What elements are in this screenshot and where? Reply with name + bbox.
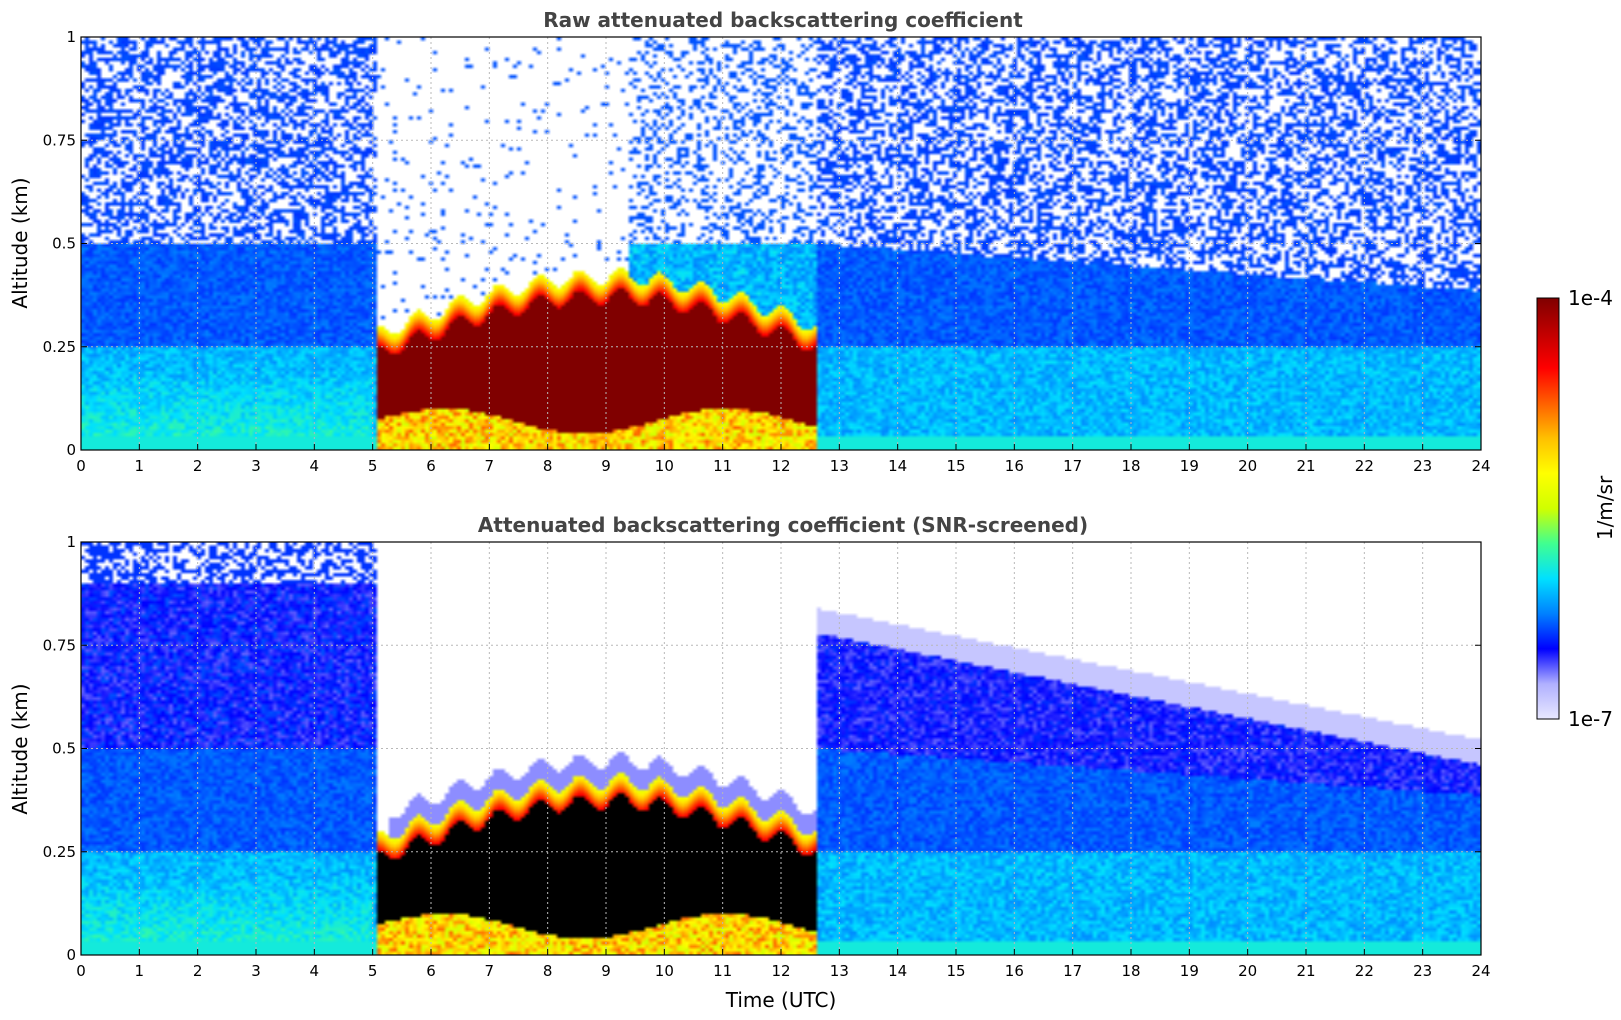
y-tick-label: 1: [66, 28, 76, 46]
x-tick-label: 5: [368, 962, 378, 980]
x-axis-ticks: 0 1 2 3 4 5 6 7 8 9 10 11 12 13 14 15 16 17 18 19 20 21 22 23 24: [76, 444, 1491, 475]
x-tick-label: 10: [655, 962, 674, 980]
x-tick-label: 19: [1180, 962, 1199, 980]
x-tick-label: 16: [1005, 962, 1024, 980]
x-tick-label: 23: [1413, 962, 1432, 980]
x-tick-label: 22: [1355, 962, 1374, 980]
x-tick-label: 14: [888, 457, 907, 475]
colorbar-bar: [1536, 297, 1560, 720]
x-tick-label: 17: [1063, 457, 1082, 475]
panel-screened: Attenuated backscattering coefficient (S…: [8, 513, 1491, 1012]
y-axis-label: Altitude (km): [8, 683, 32, 814]
x-tick-label: 2: [193, 962, 203, 980]
x-tick-label: 0: [76, 457, 86, 475]
x-tick-label: 20: [1238, 962, 1257, 980]
colorbar-max-label: 1e-4: [1568, 286, 1613, 310]
y-tick-label: 0: [66, 441, 76, 459]
x-tick-label: 18: [1121, 457, 1140, 475]
colorbar-min-label: 1e-7: [1568, 707, 1613, 731]
y-axis-ticks: 0 0.25 0.5 0.75 1: [43, 533, 1481, 964]
x-axis-label: Time (UTC): [725, 988, 837, 1012]
x-tick-label: 10: [655, 457, 674, 475]
x-tick-label: 20: [1238, 457, 1257, 475]
x-tick-label: 5: [368, 457, 378, 475]
chart-title: Raw attenuated backscattering coefficien…: [543, 8, 1023, 32]
x-tick-label: 17: [1063, 962, 1082, 980]
x-tick-label: 24: [1471, 457, 1490, 475]
x-tick-label: 9: [601, 962, 611, 980]
x-tick-label: 19: [1180, 457, 1199, 475]
x-tick-label: 3: [251, 962, 261, 980]
y-tick-label: 0.75: [43, 636, 76, 654]
y-tick-label: 1: [66, 533, 76, 551]
x-tick-label: 0: [76, 962, 86, 980]
chart-title: Attenuated backscattering coefficient (S…: [478, 513, 1088, 537]
grid-raw: [81, 37, 1481, 450]
x-tick-label: 24: [1471, 962, 1490, 980]
x-tick-label: 1: [135, 962, 145, 980]
panel-raw: Raw attenuated backscattering coefficien…: [8, 8, 1491, 475]
x-tick-label: 23: [1413, 457, 1432, 475]
x-tick-label: 21: [1296, 962, 1315, 980]
grid-screened: [81, 542, 1481, 955]
x-tick-label: 16: [1005, 457, 1024, 475]
x-tick-label: 8: [543, 962, 553, 980]
x-tick-label: 8: [543, 457, 553, 475]
x-axis-ticks: 0 1 2 3 4 5 6 7 8 9 10 11 12 13 14 15 16 17 18 19 20 21 22 23 24: [76, 949, 1491, 980]
x-tick-label: 4: [310, 962, 320, 980]
x-tick-label: 22: [1355, 457, 1374, 475]
x-tick-label: 12: [771, 962, 790, 980]
y-tick-label: 0.5: [52, 740, 76, 758]
x-tick-label: 6: [426, 962, 436, 980]
x-tick-label: 11: [713, 457, 732, 475]
x-tick-label: 13: [830, 457, 849, 475]
x-tick-label: 7: [485, 962, 495, 980]
x-tick-label: 6: [426, 457, 436, 475]
x-tick-label: 13: [830, 962, 849, 980]
colorbar-unit-label: 1/m/sr: [1593, 475, 1617, 540]
x-tick-label: 15: [946, 962, 965, 980]
x-tick-label: 4: [310, 457, 320, 475]
x-tick-label: 1: [135, 457, 145, 475]
y-tick-label: 0.25: [43, 338, 76, 356]
x-tick-label: 7: [485, 457, 495, 475]
y-tick-label: 0.75: [43, 131, 76, 149]
x-tick-label: 21: [1296, 457, 1315, 475]
y-tick-label: 0.5: [52, 235, 76, 253]
x-tick-label: 12: [771, 457, 790, 475]
y-axis-ticks: 0 0.25 0.5 0.75 1: [43, 28, 1481, 459]
colorbar: 1e-4 1e-7 1/m/sr: [1536, 286, 1617, 731]
x-tick-label: 3: [251, 457, 261, 475]
x-tick-label: 14: [888, 962, 907, 980]
x-tick-label: 18: [1121, 962, 1140, 980]
x-tick-label: 2: [193, 457, 203, 475]
y-tick-label: 0: [66, 946, 76, 964]
x-tick-label: 15: [946, 457, 965, 475]
y-tick-label: 0.25: [43, 843, 76, 861]
y-axis-label: Altitude (km): [8, 177, 32, 308]
x-tick-label: 11: [713, 962, 732, 980]
x-tick-label: 9: [601, 457, 611, 475]
